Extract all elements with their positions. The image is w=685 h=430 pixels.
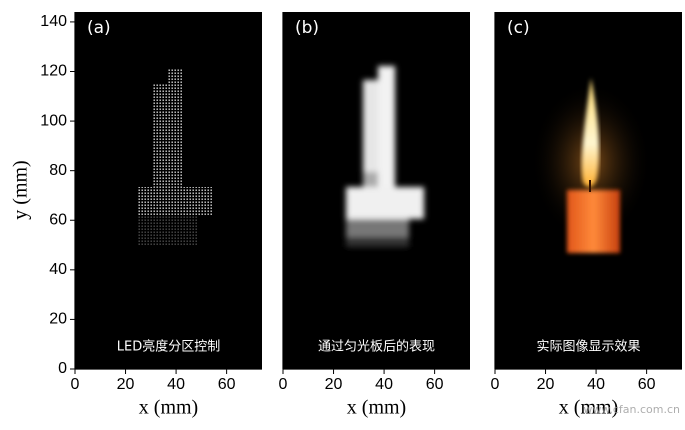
x-tick-label: 60 bbox=[638, 376, 656, 393]
x-tick-label: 40 bbox=[167, 376, 185, 393]
x-tick-label: 40 bbox=[587, 376, 605, 393]
y-axis-label: y (mm) bbox=[10, 160, 32, 219]
panel-label: (a) bbox=[87, 18, 111, 38]
y-tick-label: 100 bbox=[40, 112, 67, 129]
diffused-image bbox=[346, 66, 424, 247]
x-tick-label: 40 bbox=[375, 376, 393, 393]
x-axis-label: x (mm) bbox=[559, 397, 618, 419]
y-tick-label: 40 bbox=[49, 261, 67, 278]
x-tick-label: 0 bbox=[491, 376, 500, 393]
caption: 通过匀光板后的表现 bbox=[318, 339, 435, 355]
x-tick-label: 20 bbox=[325, 376, 343, 393]
x-tick-label: 0 bbox=[279, 376, 288, 393]
y-tick-label: 120 bbox=[40, 63, 67, 80]
panel-label: (c) bbox=[507, 18, 530, 38]
y-tick-label: 80 bbox=[49, 162, 67, 179]
caption: 实际图像显示效果 bbox=[536, 340, 640, 355]
x-tick-label: 60 bbox=[426, 376, 444, 393]
x-axis-label: x (mm) bbox=[347, 397, 406, 419]
led-image bbox=[137, 69, 212, 245]
y-tick-label: 60 bbox=[49, 211, 67, 228]
y-tick-label: 20 bbox=[49, 311, 67, 328]
x-tick-label: 20 bbox=[537, 376, 555, 393]
y-tick-label: 140 bbox=[40, 13, 67, 30]
candle-image bbox=[531, 78, 651, 253]
panel-label: (b) bbox=[295, 18, 319, 38]
x-axis-label: x (mm) bbox=[139, 397, 198, 419]
x-tick-label: 60 bbox=[218, 376, 236, 393]
caption: LED亮度分区控制 bbox=[117, 339, 220, 355]
watermark: www.cfan.com.cn bbox=[583, 403, 680, 416]
y-tick-label: 0 bbox=[58, 360, 67, 377]
x-tick-label: 20 bbox=[117, 376, 135, 393]
x-tick-label: 0 bbox=[71, 376, 80, 393]
